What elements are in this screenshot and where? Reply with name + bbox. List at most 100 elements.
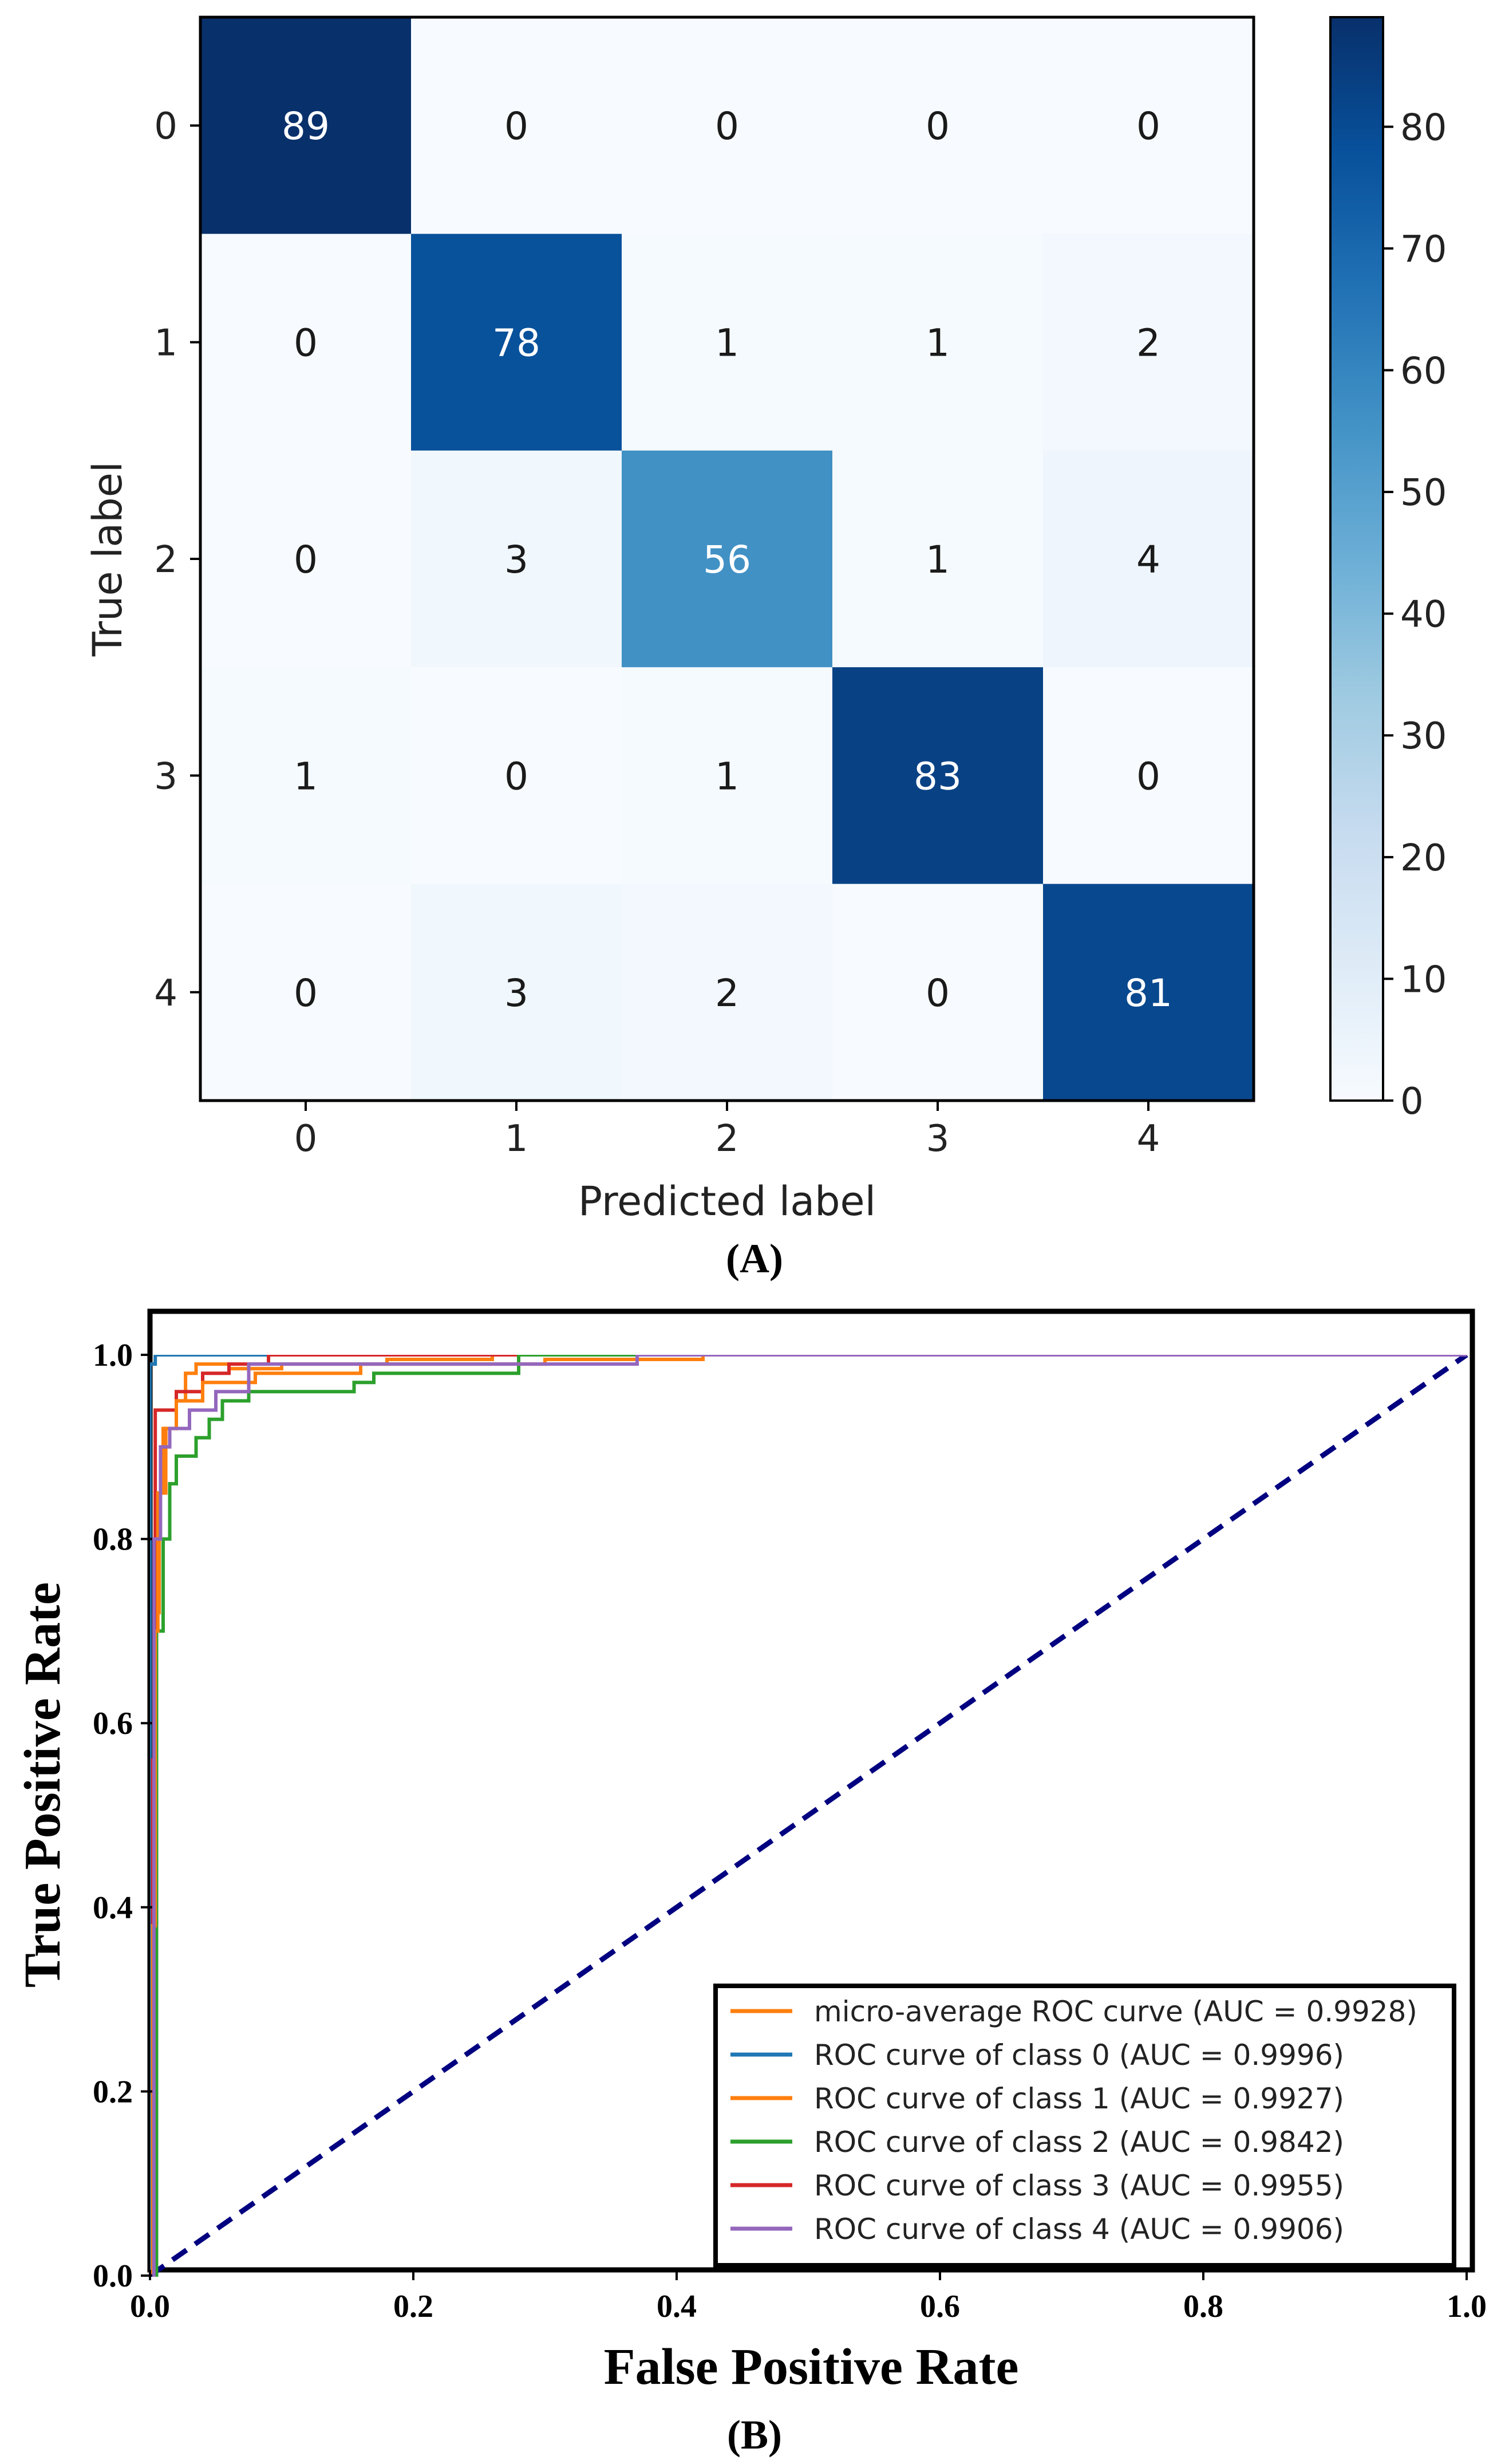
cm-value-2-3: 1 xyxy=(926,538,950,582)
roc-ytick-label: 0.6 xyxy=(93,1706,133,1741)
cm-cell-3-3 xyxy=(832,667,1044,885)
cm-cell-4-2 xyxy=(622,884,833,1101)
cm-cell-1-1 xyxy=(411,234,622,451)
cm-ytick-label: 3 xyxy=(154,755,177,798)
cm-xtick-label: 1 xyxy=(505,1118,528,1160)
roc-legend-box xyxy=(713,1984,1456,2268)
roc-series-line-1 xyxy=(150,1355,1467,2276)
roc-xtick-label: 0.2 xyxy=(393,2289,433,2324)
legend-label-2: ROC curve of class 1 (AUC = 0.9927) xyxy=(814,2082,1344,2115)
colorbar-tick-label: 0 xyxy=(1400,1081,1424,1123)
cm-cell-0-0 xyxy=(200,17,412,234)
legend-label-0: micro-average ROC curve (AUC = 0.9928) xyxy=(814,1995,1417,2028)
cm-value-0-4: 0 xyxy=(1136,104,1160,148)
legend-label-3: ROC curve of class 2 (AUC = 0.9842) xyxy=(814,2126,1344,2159)
legend-label-4: ROC curve of class 3 (AUC = 0.9955) xyxy=(814,2169,1344,2202)
roc-xtick-label: 0.0 xyxy=(130,2289,170,2324)
panel-b-label: (B) xyxy=(727,2412,782,2458)
cm-xtick-label: 0 xyxy=(294,1118,318,1160)
cm-value-3-3: 83 xyxy=(914,754,962,798)
colorbar-tick-label: 80 xyxy=(1400,107,1447,149)
cm-value-3-4: 0 xyxy=(1136,754,1160,798)
cm-value-3-2: 1 xyxy=(715,754,739,798)
roc-xtick-label: 0.6 xyxy=(920,2289,960,2324)
confusion-matrix-y-ticks: 0 1 2 3 4 xyxy=(154,105,200,1015)
roc-xtick-label: 0.8 xyxy=(1183,2289,1223,2324)
cm-cell-4-3 xyxy=(832,884,1044,1101)
colorbar-tick-label: 60 xyxy=(1400,350,1447,392)
colorbar-tick-label: 30 xyxy=(1400,715,1447,758)
cm-ytick-label: 2 xyxy=(154,539,177,581)
roc-series-line-3 xyxy=(150,1355,1467,2277)
cm-cell-4-1 xyxy=(411,884,622,1101)
cm-value-1-0: 0 xyxy=(294,321,318,365)
cm-value-3-0: 1 xyxy=(294,754,318,798)
confusion-matrix-ylabel: True label xyxy=(84,462,131,657)
confusion-matrix-xlabel: Predicted label xyxy=(578,1178,876,1225)
cm-value-4-1: 3 xyxy=(504,971,528,1015)
roc-y-ticks: 0.0 0.2 0.4 0.6 0.8 1.0 xyxy=(93,1338,152,2294)
cm-cell-0-2 xyxy=(622,17,833,234)
cm-value-0-1: 0 xyxy=(504,104,528,148)
colorbar-tick-label: 10 xyxy=(1400,959,1447,1001)
cm-cell-4-4 xyxy=(1043,884,1254,1101)
roc-ytick-label: 1.0 xyxy=(93,1338,133,1373)
legend-label-1: ROC curve of class 0 (AUC = 0.9996) xyxy=(814,2039,1344,2072)
cm-value-1-3: 1 xyxy=(926,321,950,365)
roc-legend: micro-average ROC curve (AUC = 0.9928) RO… xyxy=(713,1984,1456,2268)
cm-cell-2-0 xyxy=(200,450,412,668)
confusion-matrix-values: 89 0 0 0 0 0 78 1 1 2 0 3 56 1 4 1 0 1 83 0 0 3 2 0 81 xyxy=(282,104,1172,1015)
cm-value-2-1: 3 xyxy=(504,538,528,582)
roc-xlabel: False Positive Rate xyxy=(604,2339,1019,2395)
colorbar-tick-label: 70 xyxy=(1400,228,1447,271)
cm-cell-2-3 xyxy=(832,450,1044,668)
cm-ytick-label: 4 xyxy=(154,972,177,1015)
cm-value-4-0: 0 xyxy=(294,971,318,1015)
cm-value-0-3: 0 xyxy=(926,104,950,148)
cm-cell-3-2 xyxy=(622,667,833,885)
cm-value-4-2: 2 xyxy=(715,971,739,1015)
cm-value-1-4: 2 xyxy=(1136,321,1160,365)
colorbar-tick-label: 20 xyxy=(1400,837,1447,880)
colorbar-tick-label: 40 xyxy=(1400,594,1447,636)
cm-xtick-label: 2 xyxy=(716,1118,739,1160)
cm-value-0-2: 0 xyxy=(715,104,739,148)
cm-cell-0-1 xyxy=(411,17,622,234)
roc-series-group xyxy=(150,1355,1467,2277)
roc-ytick-label: 0.2 xyxy=(93,2074,133,2110)
cm-value-2-2: 56 xyxy=(703,538,751,582)
roc-xtick-label: 0.4 xyxy=(657,2289,697,2324)
cm-value-0-0: 89 xyxy=(282,104,330,148)
cm-cell-3-1 xyxy=(411,667,622,885)
cm-value-1-1: 78 xyxy=(492,321,540,365)
cm-value-2-0: 0 xyxy=(294,538,318,582)
cm-cell-2-4 xyxy=(1043,450,1254,668)
colorbar xyxy=(1329,16,1384,1102)
cm-cell-4-0 xyxy=(200,884,412,1101)
confusion-matrix-cells xyxy=(200,17,1254,1101)
cm-cell-1-2 xyxy=(622,234,833,451)
cm-ytick-label: 0 xyxy=(154,105,177,148)
cm-value-2-4: 4 xyxy=(1136,538,1160,582)
roc-ylabel: True Positive Rate xyxy=(14,1582,71,1988)
roc-ytick-label: 0.0 xyxy=(93,2258,133,2294)
chance-diagonal-line xyxy=(150,1355,1468,2277)
cm-xtick-label: 4 xyxy=(1137,1118,1160,1160)
roc-series-line-5 xyxy=(150,1355,1467,2277)
cm-xtick-label: 3 xyxy=(926,1118,950,1160)
cm-ytick-label: 1 xyxy=(154,322,177,365)
roc-ytick-label: 0.4 xyxy=(93,1890,133,1926)
legend-label-5: ROC curve of class 4 (AUC = 0.9906) xyxy=(814,2213,1344,2246)
cm-cell-3-0 xyxy=(200,667,412,885)
confusion-matrix-x-ticks: 0 1 2 3 4 xyxy=(294,1101,1160,1160)
cm-cell-3-4 xyxy=(1043,667,1254,885)
cm-value-4-3: 0 xyxy=(926,971,950,1015)
roc-xtick-label: 1.0 xyxy=(1447,2289,1487,2324)
roc-x-ticks: 0.0 0.2 0.4 0.6 0.8 1.0 xyxy=(130,2270,1487,2324)
cm-cell-1-0 xyxy=(200,234,412,451)
cm-cell-0-3 xyxy=(832,17,1044,234)
colorbar-tick-label: 50 xyxy=(1400,472,1447,514)
cm-cell-2-2 xyxy=(622,450,833,668)
